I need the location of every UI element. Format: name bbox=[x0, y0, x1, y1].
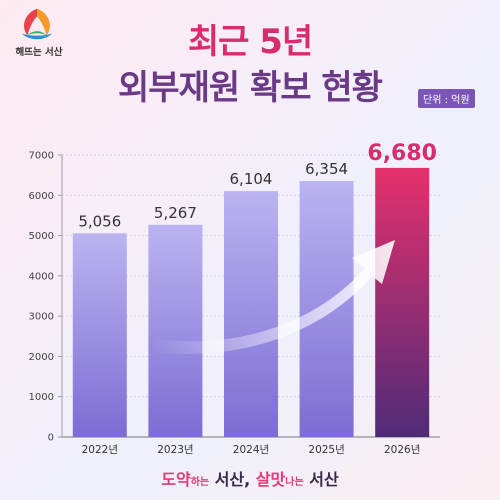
trend-arrow bbox=[150, 240, 395, 354]
seosan-logo-icon bbox=[21, 8, 53, 40]
page-title-line1: 최근 5년 bbox=[187, 22, 313, 62]
city-logo: 해뜨는 서산 bbox=[6, 6, 66, 60]
x-tick-label: 2025년 bbox=[308, 444, 344, 456]
footer-word-2: 하는 bbox=[190, 477, 210, 488]
footer-word-6: 서산 bbox=[309, 470, 339, 489]
footer-slogan: 도약하는 서산, 살맛나는 서산 bbox=[0, 466, 500, 490]
footer-word-1: 도약 bbox=[161, 470, 191, 489]
x-tick-label: 2023년 bbox=[157, 444, 193, 456]
bar-2026년 bbox=[375, 167, 430, 438]
unit-badge: 단위 : 억원 bbox=[418, 89, 475, 108]
bar-value-label: 5,056 bbox=[78, 212, 121, 230]
bar-2024년 bbox=[224, 191, 278, 437]
y-tick-label: 6000 bbox=[29, 191, 54, 202]
bar-value-label: 6,354 bbox=[305, 160, 348, 178]
y-tick-label: 3000 bbox=[29, 312, 54, 323]
bar-value-label: 6,680 bbox=[367, 141, 437, 166]
y-tick-label: 2000 bbox=[29, 352, 54, 363]
trend-arrow-body bbox=[150, 240, 395, 354]
bar-2023년 bbox=[148, 224, 203, 437]
footer-word-4: 살맛 bbox=[255, 470, 286, 489]
bar-value-label: 5,267 bbox=[154, 204, 197, 222]
bar-2022년 bbox=[72, 233, 127, 437]
y-tick-label: 4000 bbox=[29, 271, 54, 282]
footer-word-3: 서산, bbox=[214, 470, 251, 489]
x-tick-label: 2022년 bbox=[82, 444, 118, 456]
y-tick-label: 0 bbox=[48, 433, 54, 444]
page-title-line2: 외부재원 확보 현황 bbox=[118, 68, 383, 108]
x-tick-label: 2024년 bbox=[233, 444, 269, 456]
y-tick-label: 1000 bbox=[29, 392, 54, 403]
bar-value-label: 6,104 bbox=[230, 170, 273, 188]
logo-text: 해뜨는 서산 bbox=[15, 47, 63, 58]
y-tick-label: 5000 bbox=[29, 231, 54, 242]
x-tick-label: 2026년 bbox=[384, 444, 420, 456]
y-tick-label: 7000 bbox=[29, 151, 54, 162]
footer-word-5: 나는 bbox=[285, 477, 304, 488]
